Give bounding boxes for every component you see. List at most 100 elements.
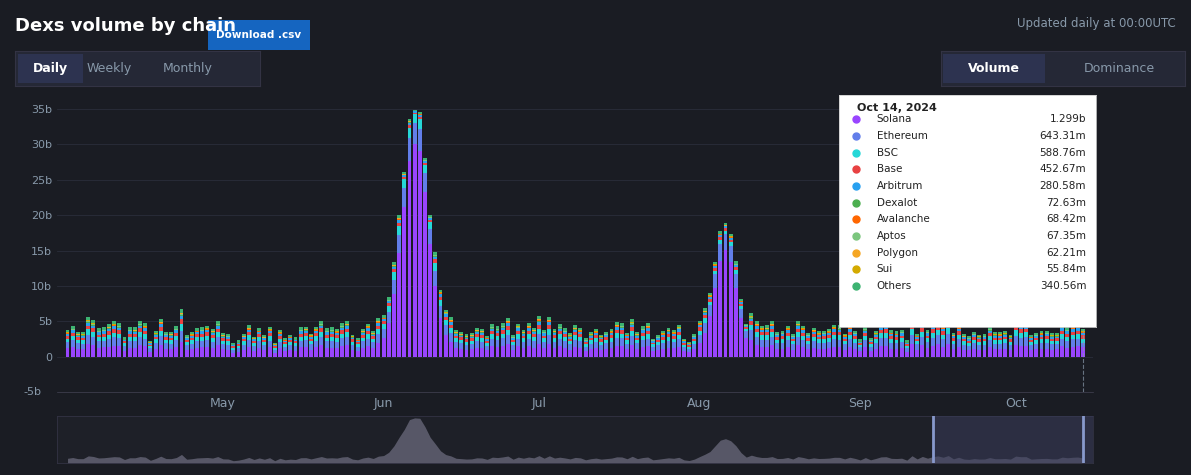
Bar — [703, 318, 706, 323]
Bar — [526, 323, 530, 326]
Bar — [381, 319, 386, 321]
Bar — [563, 342, 567, 348]
Bar — [610, 335, 613, 338]
Bar — [775, 337, 779, 340]
Bar — [231, 348, 236, 350]
Bar — [475, 328, 479, 330]
Bar — [423, 161, 426, 162]
Bar — [859, 343, 862, 345]
Bar — [548, 321, 551, 322]
Bar — [397, 223, 401, 226]
Bar — [112, 337, 116, 346]
Bar — [1066, 337, 1070, 341]
Bar — [848, 329, 852, 332]
Bar — [740, 304, 743, 306]
Bar — [947, 315, 950, 319]
Bar — [418, 115, 422, 117]
Bar — [925, 338, 929, 342]
Bar — [149, 346, 152, 349]
Bar — [796, 321, 800, 324]
Bar — [646, 339, 650, 346]
Bar — [636, 340, 640, 343]
Bar — [1045, 334, 1048, 336]
Bar — [341, 333, 344, 338]
Bar — [469, 350, 474, 357]
Bar — [372, 331, 375, 333]
Bar — [993, 336, 997, 338]
Bar — [268, 327, 272, 329]
Bar — [692, 349, 697, 357]
Bar — [874, 343, 878, 349]
Bar — [273, 348, 276, 350]
Bar — [641, 333, 644, 336]
Bar — [884, 338, 888, 346]
Bar — [511, 350, 515, 357]
Bar — [345, 345, 349, 357]
Bar — [833, 332, 836, 335]
Bar — [925, 348, 929, 357]
Bar — [76, 340, 80, 343]
Bar — [335, 338, 339, 342]
Bar — [1050, 344, 1054, 350]
Bar — [185, 345, 188, 350]
Bar — [921, 325, 924, 328]
Bar — [434, 257, 437, 259]
Bar — [330, 337, 333, 341]
Bar — [273, 346, 276, 348]
Bar — [713, 275, 717, 288]
Bar — [278, 336, 282, 339]
Bar — [636, 338, 640, 340]
Bar — [319, 321, 323, 323]
Bar — [522, 330, 525, 332]
Bar — [682, 343, 686, 345]
Bar — [252, 341, 256, 343]
Bar — [169, 343, 173, 349]
Bar — [164, 332, 168, 334]
Bar — [905, 348, 909, 352]
Bar — [158, 319, 163, 322]
Bar — [438, 296, 443, 300]
Bar — [843, 333, 847, 335]
Bar — [765, 335, 769, 340]
Bar — [372, 336, 375, 339]
Bar — [983, 337, 986, 339]
Bar — [304, 331, 307, 333]
Bar — [1014, 330, 1017, 336]
Bar — [413, 113, 417, 114]
Bar — [387, 297, 391, 300]
Bar — [568, 344, 572, 350]
Bar — [641, 331, 644, 333]
Bar — [174, 347, 179, 357]
Bar — [1060, 324, 1065, 326]
Bar — [247, 325, 251, 328]
Bar — [780, 342, 785, 349]
Bar — [894, 343, 898, 349]
Bar — [252, 337, 256, 338]
Bar — [947, 324, 950, 328]
Bar — [744, 326, 748, 327]
Bar — [755, 332, 759, 337]
Bar — [682, 342, 686, 343]
Bar — [70, 340, 75, 347]
Bar — [879, 333, 883, 338]
Bar — [1029, 335, 1033, 337]
Bar — [579, 337, 582, 341]
Bar — [310, 350, 313, 357]
Bar — [615, 346, 618, 357]
Bar — [288, 350, 292, 357]
Bar — [387, 306, 391, 312]
Bar — [81, 332, 85, 334]
Bar — [729, 238, 732, 240]
Bar — [630, 345, 634, 357]
Bar — [434, 259, 437, 263]
Bar — [123, 337, 126, 339]
Bar — [133, 334, 137, 337]
Bar — [786, 336, 790, 340]
Bar — [438, 318, 443, 357]
Bar — [1055, 333, 1059, 335]
Bar — [211, 333, 214, 335]
Bar — [594, 333, 598, 335]
Bar — [599, 340, 603, 342]
Bar — [413, 144, 417, 357]
Bar — [216, 337, 219, 345]
